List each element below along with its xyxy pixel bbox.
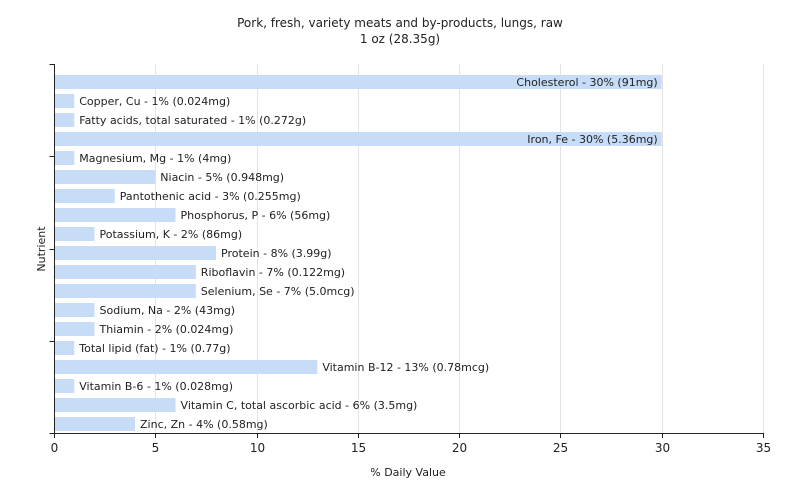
bar-label: Sodium, Na - 2% (43mg)	[100, 304, 236, 317]
bar-label: Total lipid (fat) - 1% (0.77g)	[78, 342, 230, 355]
x-axis-title: % Daily Value	[370, 466, 446, 479]
bar	[55, 265, 196, 279]
bar-label: Magnesium, Mg - 1% (4mg)	[79, 152, 231, 165]
bar	[55, 360, 318, 374]
bar-label: Zinc, Zn - 4% (0.58mg)	[140, 418, 268, 431]
bar	[55, 189, 115, 203]
bars	[55, 75, 662, 431]
x-tick-label: 10	[250, 441, 265, 455]
bar-label: Fatty acids, total saturated - 1% (0.272…	[79, 114, 306, 127]
bar	[55, 398, 176, 412]
x-tick-label: 20	[452, 441, 467, 455]
bar	[55, 322, 95, 336]
bar	[55, 379, 75, 393]
x-tick-label: 35	[756, 441, 771, 455]
bar-label: Iron, Fe - 30% (5.36mg)	[527, 133, 657, 146]
x-tick-label: 25	[553, 441, 568, 455]
bar-label: Phosphorus, P - 6% (56mg)	[181, 209, 331, 222]
bar	[55, 170, 156, 184]
bar-label: Copper, Cu - 1% (0.024mg)	[79, 95, 230, 108]
bar	[55, 246, 217, 260]
bar-label: Pantothenic acid - 3% (0.255mg)	[120, 190, 301, 203]
x-tick-label: 5	[152, 441, 160, 455]
x-tick-label: 0	[51, 441, 59, 455]
bar-label: Niacin - 5% (0.948mg)	[160, 171, 284, 184]
bar-label: Vitamin C, total ascorbic acid - 6% (3.5…	[181, 399, 418, 412]
bar	[55, 113, 75, 127]
bar-label: Vitamin B-12 - 13% (0.78mcg)	[322, 361, 489, 374]
axes: 0 5 10 15 20 25 30 35	[49, 64, 771, 455]
bar	[55, 94, 75, 108]
bar	[55, 341, 75, 355]
bar	[55, 284, 196, 298]
bar	[55, 132, 662, 146]
bar-label: Vitamin B-6 - 1% (0.028mg)	[79, 380, 233, 393]
bar	[55, 208, 176, 222]
bar-label: Selenium, Se - 7% (5.0mcg)	[201, 285, 355, 298]
y-axis-title: Nutrient	[35, 226, 48, 272]
chart-subtitle: 1 oz (28.35g)	[359, 32, 441, 46]
bar	[55, 75, 662, 89]
x-tick-label: 30	[655, 441, 670, 455]
bar-label: Potassium, K - 2% (86mg)	[100, 228, 243, 241]
x-tick-label: 15	[351, 441, 366, 455]
bar-label: Protein - 8% (3.99g)	[221, 247, 332, 260]
chart-title: Pork, fresh, variety meats and by-produc…	[237, 16, 563, 30]
bar-label: Riboflavin - 7% (0.122mg)	[201, 266, 345, 279]
bar	[55, 417, 136, 431]
bar-label: Cholesterol - 30% (91mg)	[516, 76, 657, 89]
bar	[55, 151, 75, 165]
bar-labels: Cholesterol - 30% (91mg) Copper, Cu - 1% …	[78, 76, 657, 431]
bar-label: Thiamin - 2% (0.024mg)	[99, 323, 234, 336]
bar	[55, 303, 95, 317]
bar	[55, 227, 95, 241]
